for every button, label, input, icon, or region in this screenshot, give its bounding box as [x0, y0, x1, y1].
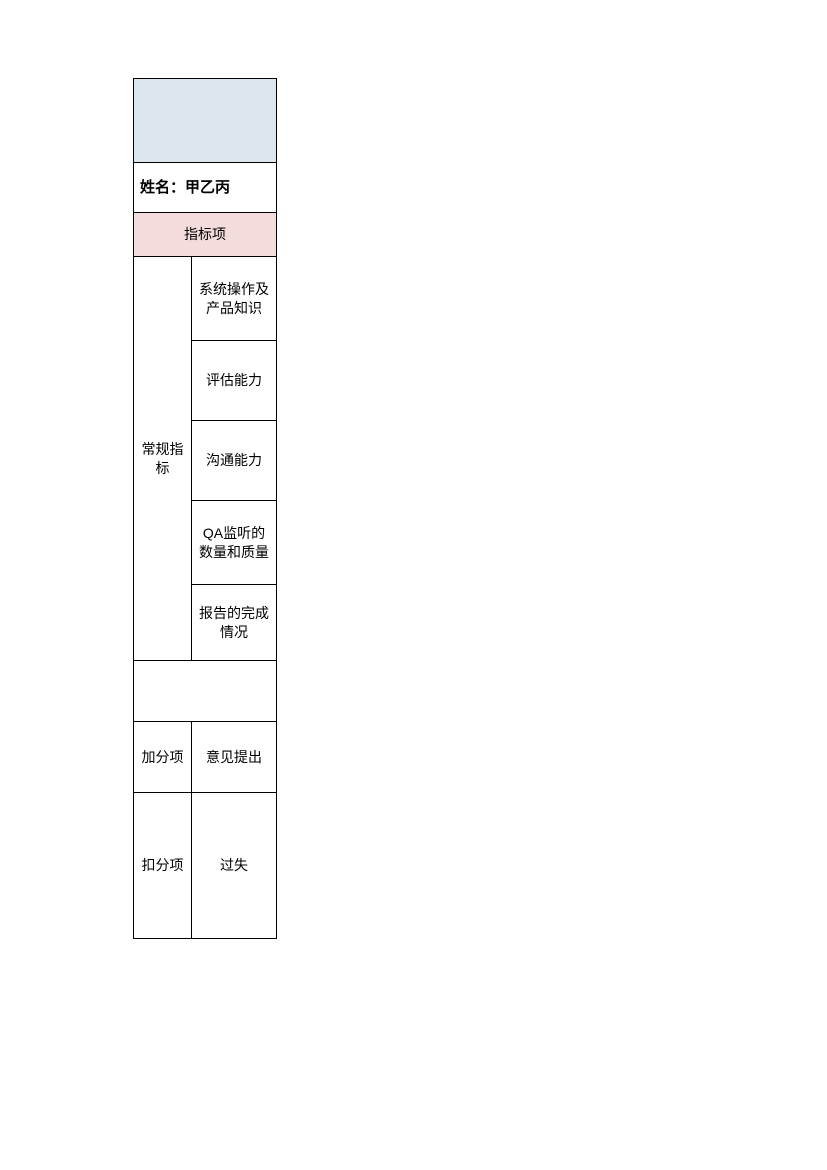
evaluation-table: 姓名：甲乙丙 指标项 常规指标 系统操作及产品知识 评估能力 沟通能力 QA监听…: [133, 78, 277, 939]
regular-items-stack: 系统操作及产品知识 评估能力 沟通能力 QA监听的数量和质量 报告的完成情况: [191, 257, 277, 661]
name-cell: 姓名：甲乙丙: [133, 163, 277, 213]
bonus-category-cell: 加分项: [133, 721, 191, 793]
indicator-header-cell: 指标项: [133, 213, 277, 257]
regular-item-5: 报告的完成情况: [191, 585, 277, 661]
regular-item-1: 系统操作及产品知识: [191, 257, 277, 341]
regular-item-2: 评估能力: [191, 341, 277, 421]
header-blank-cell: [133, 78, 277, 163]
penalty-section: 扣分项 过失: [133, 793, 277, 939]
penalty-category-cell: 扣分项: [133, 793, 191, 939]
regular-section: 常规指标 系统操作及产品知识 评估能力 沟通能力 QA监听的数量和质量 报告的完…: [133, 257, 277, 661]
bonus-item-cell: 意见提出: [191, 721, 277, 793]
regular-item-3: 沟通能力: [191, 421, 277, 501]
regular-item-4: QA监听的数量和质量: [191, 501, 277, 585]
regular-category-cell: 常规指标: [133, 257, 191, 661]
gap-cell: [133, 661, 277, 721]
bonus-section: 加分项 意见提出: [133, 721, 277, 793]
penalty-item-cell: 过失: [191, 793, 277, 939]
